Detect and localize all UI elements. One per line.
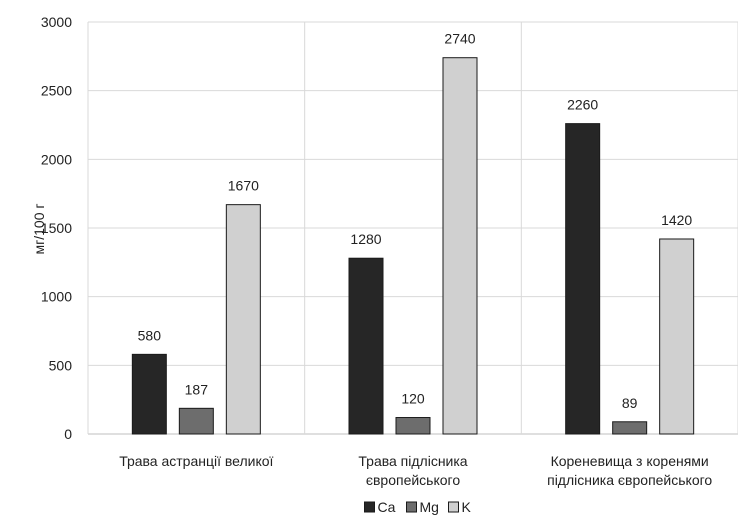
bar-ca — [131, 353, 167, 435]
y-tick-label: 0 — [64, 426, 72, 442]
y-tick-label: 2500 — [41, 83, 72, 99]
bar-ca — [565, 123, 601, 435]
bar-mg — [395, 417, 431, 435]
data-label: 1420 — [661, 212, 692, 228]
y-tick-label: 500 — [49, 357, 73, 373]
data-labels: 580 187 1670 1280 120 2740 2260 89 1420 — [138, 31, 693, 411]
data-label: 89 — [622, 395, 638, 411]
y-axis-label: мг/100 г — [31, 204, 47, 255]
bars — [131, 57, 695, 435]
legend-label: Ca — [378, 499, 396, 515]
bar-ca — [348, 257, 384, 435]
y-tick-label: 3000 — [41, 14, 72, 30]
category-label: європейського — [366, 472, 461, 488]
category-label: Кореневища з коренями — [551, 453, 709, 469]
category-label: підлісника європейського — [547, 472, 712, 488]
legend: Ca Mg K — [364, 499, 472, 515]
bar-mg — [178, 407, 214, 435]
legend-label: K — [462, 499, 472, 515]
y-tick-labels: 0 500 1000 1500 2000 2500 3000 — [41, 14, 72, 442]
data-label: 120 — [401, 391, 425, 407]
bar-k — [442, 57, 478, 435]
data-label: 1280 — [350, 231, 381, 247]
data-label: 1670 — [228, 178, 259, 194]
data-label: 187 — [185, 381, 209, 397]
data-label: 2260 — [567, 97, 598, 113]
category-label: Трава астранції великої — [119, 453, 273, 469]
y-tick-label: 1500 — [41, 220, 72, 236]
category-labels: Трава астранції великої Трава підлісника є… — [119, 453, 712, 488]
bar-k — [659, 238, 695, 435]
legend-swatch-ca — [364, 501, 375, 513]
bar-mg — [612, 421, 648, 435]
legend-label: Mg — [420, 499, 439, 515]
data-label: 2740 — [444, 31, 475, 47]
y-tick-label: 2000 — [41, 151, 72, 167]
grid-lines — [87, 21, 738, 435]
y-tick-label: 1000 — [41, 289, 72, 305]
category-label: Трава підлісника — [358, 453, 467, 469]
data-label: 580 — [138, 327, 162, 343]
legend-swatch-k — [448, 501, 459, 513]
legend-swatch-mg — [406, 501, 417, 513]
bar-k — [225, 204, 261, 435]
